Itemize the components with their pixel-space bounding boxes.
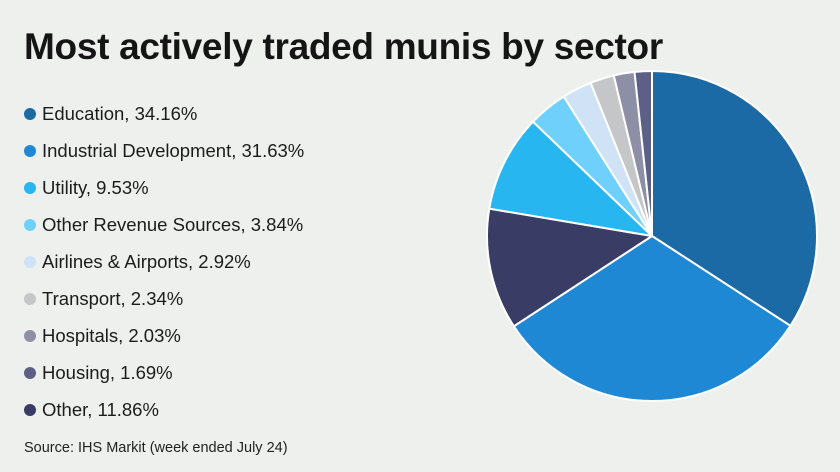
- legend: Education, 34.16% Industrial Development…: [24, 95, 304, 429]
- legend-item-airlines-airports: Airlines & Airports, 2.92%: [24, 243, 304, 280]
- legend-item-industrial-development: Industrial Development, 31.63%: [24, 132, 304, 169]
- legend-item-hospitals: Hospitals, 2.03%: [24, 318, 304, 355]
- legend-label: Industrial Development, 31.63%: [42, 139, 305, 161]
- legend-item-education: Education, 34.16%: [24, 95, 304, 132]
- legend-swatch: [24, 144, 36, 157]
- legend-item-other-revenue-sources: Other Revenue Sources, 3.84%: [24, 206, 304, 243]
- chart-title: Most actively traded munis by sector: [24, 26, 663, 67]
- legend-label: Utility, 9.53%: [42, 176, 149, 198]
- legend-swatch: [24, 255, 36, 268]
- legend-item-transport: Transport, 2.34%: [24, 280, 304, 317]
- source-note: Source: IHS Markit (week ended July 24): [24, 440, 288, 456]
- legend-label: Airlines & Airports, 2.92%: [42, 250, 251, 272]
- legend-swatch: [24, 181, 36, 194]
- legend-label: Housing, 1.69%: [42, 362, 173, 384]
- legend-swatch: [24, 107, 36, 120]
- pie-slice-utility: [488, 120, 653, 237]
- pie-chart: [486, 70, 818, 402]
- legend-label: Education, 34.16%: [42, 102, 198, 124]
- legend-item-housing: Housing, 1.69%: [24, 355, 304, 392]
- legend-label: Other Revenue Sources, 3.84%: [42, 213, 304, 235]
- legend-swatch: [24, 293, 36, 306]
- pie-slice-other: [486, 207, 653, 328]
- legend-item-other: Other, 11.86%: [24, 392, 304, 429]
- legend-swatch: [24, 330, 36, 343]
- legend-label: Hospitals, 2.03%: [42, 325, 181, 347]
- pie-slice-housing: [633, 70, 653, 237]
- legend-label: Other, 11.86%: [42, 399, 159, 421]
- legend-label: Transport, 2.34%: [42, 288, 184, 310]
- legend-swatch: [24, 218, 36, 231]
- pie-slice-industrial-development: [512, 235, 792, 402]
- legend-swatch: [24, 367, 36, 380]
- legend-item-utility: Utility, 9.53%: [24, 169, 304, 206]
- legend-swatch: [24, 404, 36, 417]
